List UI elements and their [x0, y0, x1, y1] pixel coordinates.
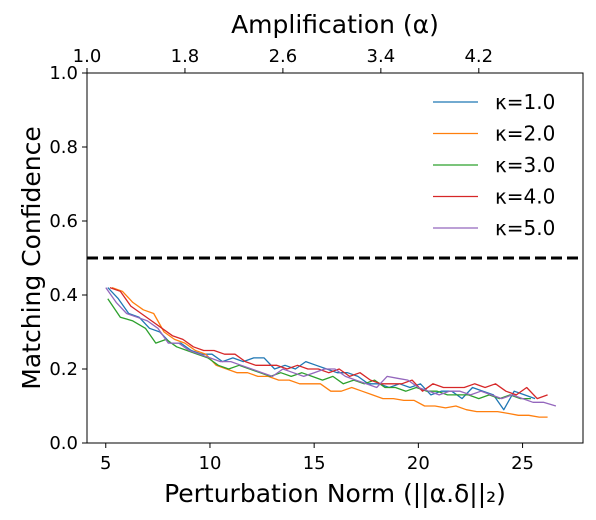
x-tick-label: 20	[407, 453, 430, 474]
series-line-1	[107, 287, 536, 411]
x-tick-label: 15	[303, 453, 326, 474]
legend-label-2: κ=2.0	[495, 122, 555, 146]
series-line-2	[111, 286, 548, 418]
y-tick-label: 0.2	[49, 359, 78, 380]
series-line-5	[105, 287, 557, 407]
legend-label-5: κ=5.0	[495, 216, 555, 240]
legend-label-4: κ=4.0	[495, 185, 555, 209]
ticks-layer: 5 10 15 20 25 0.0 0.2 0.4 0.6 0.8 1.01.0 1.8 2.6 3.4 4…	[49, 46, 534, 474]
top-x-tick-label: 2.6	[269, 46, 298, 67]
y-tick-label: 0.0	[49, 433, 78, 454]
top-x-axis-label: Amplification (α)	[231, 10, 439, 39]
legend-label-1: κ=1.0	[495, 90, 555, 114]
series-line-4	[109, 286, 548, 400]
top-x-tick-label: 1.8	[171, 46, 200, 67]
x-tick-label: 25	[511, 453, 534, 474]
series-layer	[105, 286, 557, 418]
y-tick-label: 0.6	[49, 211, 78, 232]
x-tick-label: 10	[199, 453, 222, 474]
legend-label-3: κ=3.0	[495, 153, 555, 177]
x-tick-label: 5	[100, 453, 111, 474]
series-line-3	[107, 298, 531, 400]
x-axis-label: Perturbation Norm (||α.δ||₂)	[164, 479, 506, 508]
y-tick-label: 1.0	[49, 63, 78, 84]
top-x-tick-label: 4.2	[464, 46, 493, 67]
y-axis-label: Matching Confidence	[17, 126, 46, 389]
top-x-tick-label: 1.0	[73, 46, 102, 67]
top-x-tick-label: 3.4	[367, 46, 396, 67]
y-tick-label: 0.4	[49, 285, 78, 306]
y-tick-label: 0.8	[49, 137, 78, 158]
legend: κ=1.0 κ=2.0 κ=3.0 κ=4.0 κ=5.0	[433, 90, 555, 240]
